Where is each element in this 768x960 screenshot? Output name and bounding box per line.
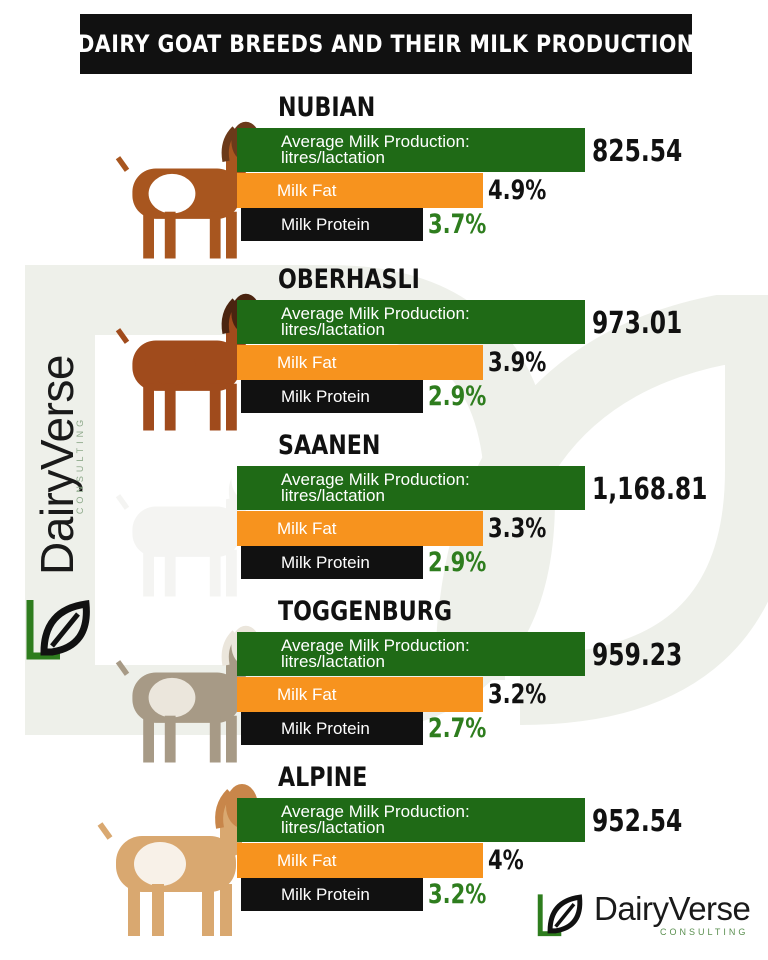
breed-name: TOGGENBURG [278, 596, 453, 627]
production-bar: Average Milk Production: litres/lactatio… [237, 798, 585, 842]
production-value: 1,168.81 [592, 472, 708, 507]
production-bar: Average Milk Production: litres/lactatio… [237, 466, 585, 510]
production-value: 973.01 [592, 306, 683, 341]
breed-name: ALPINE [278, 762, 368, 793]
title-bar: DAIRY GOAT BREEDS AND THEIR MILK PRODUCT… [77, 14, 695, 74]
fat-label: Milk Fat [277, 180, 337, 200]
fat-label: Milk Fat [277, 352, 337, 372]
fat-bar: Milk Fat [237, 173, 483, 208]
protein-bar: Milk Protein [241, 712, 423, 745]
goat-icon [115, 625, 261, 763]
fat-value: 4% [488, 845, 524, 876]
production-label-line1: Average Milk Production: [281, 470, 470, 489]
protein-bar: Milk Protein [241, 208, 423, 241]
breed-name: SAANEN [278, 430, 381, 461]
breed-row: OBERHASLI Average Milk Production: litre… [0, 264, 768, 431]
production-label-line1: Average Milk Production: [281, 304, 470, 323]
breed-row: SAANEN Average Milk Production: litres/l… [0, 430, 768, 597]
production-label-line2: litres/lactation [281, 486, 385, 505]
production-value: 952.54 [592, 804, 683, 839]
protein-label: Milk Protein [281, 386, 370, 406]
breed-row: NUBIAN Average Milk Production: litres/l… [0, 92, 768, 259]
bottom-logo-sub: CONSULTING [660, 927, 749, 937]
production-bar: Average Milk Production: litres/lactatio… [237, 128, 585, 172]
leaf-logo-icon [537, 894, 583, 937]
breed-name: OBERHASLI [278, 264, 420, 295]
production-label-line2: litres/lactation [281, 652, 385, 671]
production-value: 959.23 [592, 638, 683, 673]
leaf-logo-icon [26, 600, 90, 660]
protein-label: Milk Protein [281, 552, 370, 572]
fat-label: Milk Fat [277, 850, 337, 870]
fat-bar: Milk Fat [237, 345, 483, 380]
fat-bar: Milk Fat [237, 511, 483, 546]
breed-row: TOGGENBURG Average Milk Production: litr… [0, 596, 768, 763]
production-label-line2: litres/lactation [281, 320, 385, 339]
production-bar: Average Milk Production: litres/lactatio… [237, 632, 585, 676]
fat-value: 4.9% [488, 175, 547, 206]
protein-bar: Milk Protein [241, 878, 423, 911]
protein-value: 3.2% [428, 879, 487, 910]
production-bar: Average Milk Production: litres/lactatio… [237, 300, 585, 344]
production-label-line2: litres/lactation [281, 148, 385, 167]
production-label-line1: Average Milk Production: [281, 802, 470, 821]
fat-label: Milk Fat [277, 684, 337, 704]
fat-value: 3.9% [488, 347, 547, 378]
bottom-logo-name: DairyVerse [594, 890, 751, 927]
breed-name: NUBIAN [278, 92, 376, 123]
production-label-line1: Average Milk Production: [281, 132, 470, 151]
protein-label: Milk Protein [281, 718, 370, 738]
production-label-line2: litres/lactation [281, 818, 385, 837]
protein-label: Milk Protein [281, 884, 370, 904]
fat-value: 3.3% [488, 513, 547, 544]
protein-value: 2.9% [428, 381, 487, 412]
breed-row: ALPINE Average Milk Production: litres/l… [0, 762, 768, 936]
protein-bar: Milk Protein [241, 546, 423, 579]
page-title: DAIRY GOAT BREEDS AND THEIR MILK PRODUCT… [77, 30, 695, 58]
fat-bar: Milk Fat [237, 843, 483, 878]
fat-bar: Milk Fat [237, 677, 483, 712]
fat-label: Milk Fat [277, 518, 337, 538]
protein-value: 2.9% [428, 547, 487, 578]
bottom-logo: DairyVerse CONSULTING [536, 884, 751, 944]
protein-label: Milk Protein [281, 214, 370, 234]
fat-value: 3.2% [488, 679, 547, 710]
production-label-line1: Average Milk Production: [281, 636, 470, 655]
protein-value: 2.7% [428, 713, 487, 744]
protein-bar: Milk Protein [241, 380, 423, 413]
protein-value: 3.7% [428, 209, 487, 240]
production-value: 825.54 [592, 134, 683, 169]
